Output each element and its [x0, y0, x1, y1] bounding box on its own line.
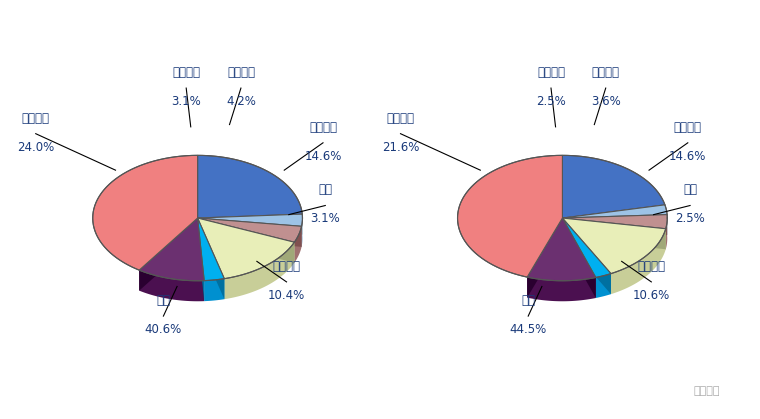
Polygon shape: [562, 205, 667, 218]
Polygon shape: [198, 218, 224, 281]
Text: 触电: 触电: [318, 184, 332, 197]
Polygon shape: [198, 218, 302, 242]
Text: 豆丁施工: 豆丁施工: [694, 386, 720, 396]
Text: 3.1%: 3.1%: [171, 95, 201, 108]
Polygon shape: [562, 155, 665, 218]
Polygon shape: [666, 215, 667, 249]
Text: 高处坠落: 高处坠落: [273, 260, 300, 273]
Text: 起重伤害: 起重伤害: [674, 121, 701, 134]
Polygon shape: [611, 229, 666, 294]
Text: 其他伤害: 其他伤害: [22, 111, 49, 124]
Text: 起重伤害: 起重伤害: [309, 121, 337, 134]
Polygon shape: [527, 218, 596, 281]
Polygon shape: [562, 218, 666, 249]
Polygon shape: [198, 218, 294, 263]
Polygon shape: [93, 155, 198, 270]
Polygon shape: [596, 274, 611, 298]
Polygon shape: [198, 218, 302, 247]
Polygon shape: [562, 218, 596, 298]
Polygon shape: [562, 218, 596, 298]
Text: 40.6%: 40.6%: [144, 323, 182, 336]
Polygon shape: [198, 214, 302, 238]
Polygon shape: [198, 218, 224, 299]
Polygon shape: [224, 242, 294, 299]
Polygon shape: [198, 155, 302, 218]
Polygon shape: [198, 218, 302, 247]
Text: 车辆伤害: 车辆伤害: [592, 66, 619, 79]
Polygon shape: [527, 218, 562, 297]
Text: 3.6%: 3.6%: [591, 95, 621, 108]
Polygon shape: [562, 218, 611, 277]
Text: 10.4%: 10.4%: [268, 289, 306, 302]
Polygon shape: [294, 226, 302, 263]
Text: 14.6%: 14.6%: [304, 150, 342, 163]
Polygon shape: [665, 205, 667, 235]
Text: 坍塌: 坍塌: [157, 294, 170, 307]
Polygon shape: [198, 218, 294, 263]
Text: 4.2%: 4.2%: [226, 95, 256, 108]
Text: 触电: 触电: [683, 184, 697, 197]
Polygon shape: [198, 218, 204, 301]
Text: 2.5%: 2.5%: [675, 212, 705, 225]
Text: 物体打击: 物体打击: [173, 66, 200, 79]
Polygon shape: [204, 279, 224, 301]
Text: 其他伤害: 其他伤害: [387, 111, 414, 124]
Polygon shape: [562, 218, 611, 294]
Polygon shape: [562, 218, 666, 249]
Text: 车辆伤害: 车辆伤害: [227, 66, 255, 79]
Polygon shape: [562, 215, 667, 238]
Polygon shape: [198, 218, 294, 279]
Text: 10.6%: 10.6%: [632, 289, 670, 302]
Text: 14.6%: 14.6%: [669, 150, 707, 163]
Polygon shape: [139, 218, 204, 281]
Polygon shape: [139, 270, 204, 301]
Polygon shape: [139, 218, 198, 291]
Text: 44.5%: 44.5%: [509, 323, 547, 336]
Text: 坍塌: 坍塌: [521, 294, 535, 307]
Polygon shape: [198, 218, 204, 301]
Polygon shape: [458, 155, 562, 277]
Polygon shape: [198, 218, 224, 299]
Text: 24.0%: 24.0%: [17, 140, 55, 153]
Polygon shape: [527, 277, 596, 301]
Polygon shape: [562, 218, 611, 294]
Polygon shape: [562, 215, 667, 238]
Text: 2.5%: 2.5%: [536, 95, 566, 108]
Polygon shape: [562, 215, 667, 229]
Polygon shape: [562, 218, 666, 274]
Text: 21.6%: 21.6%: [382, 140, 420, 153]
Text: 物体打击: 物体打击: [537, 66, 565, 79]
Text: 高处坠落: 高处坠落: [638, 260, 665, 273]
Text: 3.1%: 3.1%: [310, 212, 340, 225]
Polygon shape: [198, 214, 302, 226]
